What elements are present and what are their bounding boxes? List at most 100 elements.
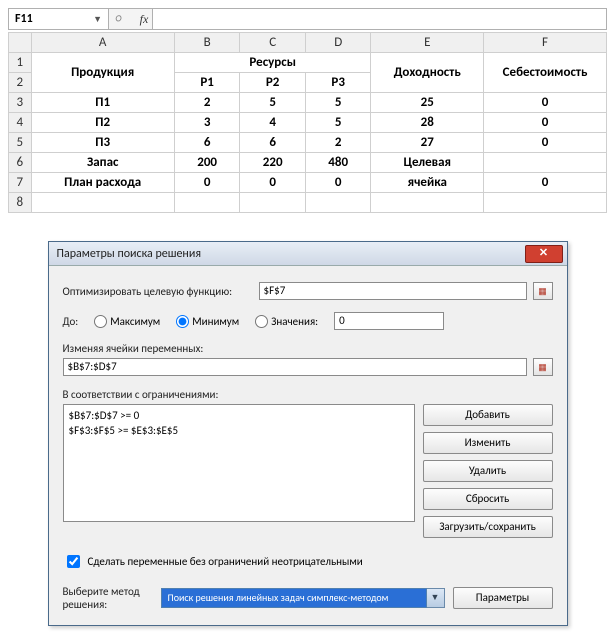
cell-E3[interactable]: 25 [371, 93, 484, 113]
objective-ref-button[interactable]: ▦ [533, 282, 553, 300]
method-combo-dropdown-icon[interactable]: ▼ [427, 588, 445, 608]
corner-cell[interactable] [9, 33, 32, 53]
cell-F1[interactable]: Себестоимость [484, 53, 607, 93]
radio-min-input[interactable] [176, 315, 189, 328]
col-header-C[interactable]: C [240, 33, 306, 53]
row-header-4[interactable]: 4 [9, 113, 32, 133]
formula-bar-row: F11 ▼ ○ fx [8, 8, 607, 30]
method-combo[interactable]: Поиск решения линейных задач симплекс-ме… [161, 588, 445, 608]
dialog-titlebar[interactable]: Параметры поиска решения ✕ [49, 242, 567, 266]
radio-min[interactable]: Минимум [176, 315, 239, 328]
cell-D6[interactable]: 480 [305, 153, 371, 173]
cell-F6[interactable] [484, 153, 607, 173]
cell-F8[interactable] [484, 193, 607, 213]
row-header-3[interactable]: 3 [9, 93, 32, 113]
cell-E7[interactable]: ячейка [371, 173, 484, 193]
col-header-B[interactable]: B [174, 33, 240, 53]
cell-C6[interactable]: 220 [240, 153, 306, 173]
label-method: Выберите метод решения: [63, 585, 153, 611]
radio-value-label: Значения: [271, 315, 318, 328]
formula-input[interactable] [152, 9, 606, 29]
cell-D5[interactable]: 2 [305, 133, 371, 153]
row-header-1[interactable]: 1 [9, 53, 32, 73]
constraint-item[interactable]: $B$7:$D$7 >= 0 [69, 408, 409, 423]
reset-button[interactable]: Сбросить [423, 488, 553, 510]
radio-max-label: Максимум [110, 315, 160, 328]
col-header-D[interactable]: D [305, 33, 371, 53]
cell-D7[interactable]: 0 [305, 173, 371, 193]
radio-max[interactable]: Максимум [94, 315, 160, 328]
col-header-F[interactable]: F [484, 33, 607, 53]
cell-E5[interactable]: 27 [371, 133, 484, 153]
radio-max-input[interactable] [94, 315, 107, 328]
cell-D2[interactable]: Р3 [305, 73, 371, 93]
label-constraints: В соответствии с ограничениями: [63, 388, 553, 401]
cell-D3[interactable]: 5 [305, 93, 371, 113]
radio-value[interactable]: Значения: [255, 315, 318, 328]
nonneg-checkbox[interactable] [67, 555, 80, 568]
cell-F7[interactable]: 0 [484, 173, 607, 193]
cell-F5[interactable]: 0 [484, 133, 607, 153]
label-to: До: [63, 315, 79, 328]
cell-B7[interactable]: 0 [174, 173, 240, 193]
cell-C4[interactable]: 4 [240, 113, 306, 133]
cell-E8[interactable] [371, 193, 484, 213]
cell-A6[interactable]: Запас [31, 153, 174, 173]
cell-D8[interactable] [305, 193, 371, 213]
changing-input[interactable]: $B$7:$D$7 [63, 358, 527, 376]
row-header-5[interactable]: 5 [9, 133, 32, 153]
spreadsheet: A B C D E F 1 Продукция Ресурсы Доходнос… [8, 32, 607, 213]
col-header-E[interactable]: E [371, 33, 484, 53]
col-header-A[interactable]: A [31, 33, 174, 53]
cell-B8[interactable] [174, 193, 240, 213]
constraints-listbox[interactable]: $B$7:$D$7 >= 0 $F$3:$F$5 >= $E$3:$E$5 [63, 404, 415, 522]
cell-C8[interactable] [240, 193, 306, 213]
cell-F4[interactable]: 0 [484, 113, 607, 133]
changing-ref-button[interactable]: ▦ [533, 358, 553, 376]
solver-dialog: Параметры поиска решения ✕ Оптимизироват… [48, 241, 568, 626]
cell-E1[interactable]: Доходность [371, 53, 484, 93]
cell-D4[interactable]: 5 [305, 113, 371, 133]
change-button[interactable]: Изменить [423, 432, 553, 454]
constraint-item[interactable]: $F$3:$F$5 >= $E$3:$E$5 [69, 423, 409, 438]
delete-button[interactable]: Удалить [423, 460, 553, 482]
cell-BCD1[interactable]: Ресурсы [174, 53, 371, 73]
cell-B5[interactable]: 6 [174, 133, 240, 153]
cell-A1[interactable]: Продукция [31, 53, 174, 93]
label-changing: Изменяя ячейки переменных: [63, 342, 553, 355]
close-icon: ✕ [539, 246, 548, 259]
cell-B3[interactable]: 2 [174, 93, 240, 113]
close-button[interactable]: ✕ [525, 245, 563, 263]
cell-A5[interactable]: П3 [31, 133, 174, 153]
ref-icon: ▦ [538, 362, 547, 373]
load-save-button[interactable]: Загрузить/сохранить [423, 516, 553, 538]
cell-A4[interactable]: П2 [31, 113, 174, 133]
cell-C5[interactable]: 6 [240, 133, 306, 153]
objective-input[interactable]: $F$7 [259, 282, 527, 300]
cell-C3[interactable]: 5 [240, 93, 306, 113]
cell-B2[interactable]: Р1 [174, 73, 240, 93]
cell-E6[interactable]: Целевая [371, 153, 484, 173]
add-button[interactable]: Добавить [423, 404, 553, 426]
row-header-8[interactable]: 8 [9, 193, 32, 213]
row-header-7[interactable]: 7 [9, 173, 32, 193]
radio-value-input[interactable] [255, 315, 268, 328]
cell-A8[interactable] [31, 193, 174, 213]
name-box[interactable]: F11 ▼ [9, 9, 109, 29]
cell-A3[interactable]: П1 [31, 93, 174, 113]
row-header-6[interactable]: 6 [9, 153, 32, 173]
cell-C7[interactable]: 0 [240, 173, 306, 193]
cell-F3[interactable]: 0 [484, 93, 607, 113]
name-box-dropdown-icon[interactable]: ▼ [93, 14, 102, 25]
cell-B6[interactable]: 200 [174, 153, 240, 173]
ref-icon: ▦ [538, 286, 547, 297]
params-button[interactable]: Параметры [453, 587, 553, 609]
formula-bar-icons: ○ [109, 12, 128, 26]
method-combo-value: Поиск решения линейных задач симплекс-ме… [161, 588, 427, 608]
cell-A7[interactable]: План расхода [31, 173, 174, 193]
value-of-input[interactable]: 0 [334, 312, 444, 330]
row-header-2[interactable]: 2 [9, 73, 32, 93]
cell-E4[interactable]: 28 [371, 113, 484, 133]
cell-B4[interactable]: 3 [174, 113, 240, 133]
cell-C2[interactable]: Р2 [240, 73, 306, 93]
